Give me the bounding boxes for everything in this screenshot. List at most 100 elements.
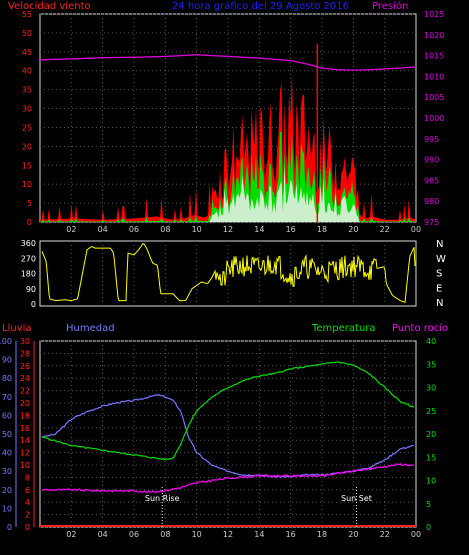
humidity-label: Humedad <box>66 323 115 334</box>
p1-x-tick: 18 <box>317 225 327 234</box>
p3-x-tick: 06 <box>129 530 139 539</box>
temperature-y-tick: 5 <box>426 500 431 509</box>
wind-y-tick: 15 <box>22 161 32 170</box>
wind-direction-line <box>41 242 416 304</box>
p3-x-tick: 08 <box>160 530 170 539</box>
rain-y-tick: 2 <box>25 511 30 520</box>
pressure-y-tick: 1025 <box>424 10 444 19</box>
pressure-y-tick: 985 <box>424 176 439 185</box>
temperature-y-tick: 20 <box>426 430 436 439</box>
humidity-y-tick: 50 <box>2 430 12 439</box>
pressure-y-tick: 1020 <box>424 31 444 40</box>
temperature-y-tick: 25 <box>426 407 436 416</box>
humidity-y-tick: 40 <box>2 449 12 458</box>
temperature-y-tick: 40 <box>426 337 436 346</box>
pressure-y-tick: 990 <box>424 156 439 165</box>
wind-y-tick: 55 <box>22 10 32 19</box>
rain-label: Lluvia <box>2 323 32 334</box>
direction-y-tick: 0 <box>31 300 36 309</box>
wind-y-tick: 30 <box>22 105 32 114</box>
rain-y-tick: 18 <box>20 411 30 420</box>
rain-y-tick: 12 <box>20 449 30 458</box>
compass-label: N <box>436 239 443 250</box>
dewpoint-label: Punto rocío <box>392 322 448 334</box>
humidity-y-tick: 30 <box>2 467 12 476</box>
direction-y-tick: 360 <box>21 239 36 248</box>
pressure-y-tick: 1005 <box>424 93 444 102</box>
direction-y-tick: 90 <box>26 285 36 294</box>
pressure-y-tick: 1000 <box>424 114 444 123</box>
rain-y-tick: 14 <box>20 436 30 445</box>
compass-label: N <box>436 298 443 309</box>
humidity-y-tick: 20 <box>2 486 12 495</box>
compass-label: E <box>436 283 442 294</box>
rain-y-tick: 16 <box>20 424 30 433</box>
rain-y-tick: 20 <box>20 399 30 408</box>
temperature-y-tick: 30 <box>426 384 436 393</box>
p3-x-tick: 10 <box>192 530 202 539</box>
p1-x-tick: 22 <box>380 225 390 234</box>
p3-x-tick: 16 <box>286 530 296 539</box>
sun-annotation: Sun Set <box>341 494 372 503</box>
rain-y-tick: 24 <box>20 374 30 383</box>
wind-pressure-panel: 02 04 06 08 10 12 14 16 18 20 22 000510152025303540… <box>22 10 445 234</box>
temperature-y-tick: 15 <box>426 453 436 462</box>
rain-y-tick: 4 <box>25 498 30 507</box>
wind-y-tick: 20 <box>22 142 32 151</box>
rain-y-tick: 28 <box>20 349 30 358</box>
p3-x-tick: 20 <box>348 530 358 539</box>
rain-y-tick: 22 <box>20 387 30 396</box>
humidity-y-tick: 70 <box>2 393 12 402</box>
humidity-y-tick: 100 <box>0 337 12 346</box>
temperature-line <box>41 361 415 461</box>
p3-x-tick: 12 <box>223 530 233 539</box>
p1-x-tick: 12 <box>223 225 233 234</box>
pressure-line <box>39 54 417 71</box>
compass-label: S <box>436 269 442 280</box>
chart-title: 24 hora gráfico del 29 Agosto 2016 <box>172 0 349 12</box>
p1-x-tick: 04 <box>98 225 108 234</box>
wind-y-tick: 0 <box>27 218 32 227</box>
wind-average-area <box>40 164 416 222</box>
temperature-label: Temperatura <box>311 323 376 334</box>
pressure-y-tick: 980 <box>424 197 439 206</box>
p1-x-tick: 08 <box>160 225 170 234</box>
wind-y-tick: 25 <box>22 123 32 132</box>
rain-y-tick: 10 <box>20 461 30 470</box>
temperature-y-tick: 10 <box>426 477 436 486</box>
rain-y-tick: 6 <box>25 486 30 495</box>
p1-x-tick: 02 <box>66 225 76 234</box>
p3-x-tick: 00 <box>411 530 421 539</box>
temperature-y-tick: 35 <box>426 360 436 369</box>
p1-x-tick: 06 <box>129 225 139 234</box>
rain-y-tick: 26 <box>20 362 30 371</box>
pressure-label: Presión <box>372 0 408 12</box>
p3-x-tick: 14 <box>254 530 264 539</box>
wind-y-tick: 5 <box>27 199 32 208</box>
p3-x-tick: 04 <box>98 530 108 539</box>
temperature-y-tick: 0 <box>426 523 431 532</box>
wind-y-tick: 35 <box>22 86 32 95</box>
p1-x-tick: 00 <box>411 225 421 234</box>
p1-x-tick: 14 <box>254 225 264 234</box>
wind-y-tick: 50 <box>22 29 32 38</box>
wind-gust-area <box>40 74 416 223</box>
sun-annotation: Sun Rise <box>145 494 180 503</box>
pressure-y-tick: 1015 <box>424 52 444 61</box>
p3-x-tick: 02 <box>66 530 76 539</box>
humidity-y-tick: 60 <box>2 411 12 420</box>
p1-x-tick: 10 <box>192 225 202 234</box>
pressure-y-tick: 975 <box>424 218 439 227</box>
direction-y-tick: 180 <box>21 270 36 279</box>
compass-label: W <box>436 254 446 265</box>
rain-y-tick: 30 <box>20 337 30 346</box>
wind-y-tick: 40 <box>22 67 32 76</box>
rain-y-tick: 0 <box>25 523 30 532</box>
p3-x-tick: 22 <box>380 530 390 539</box>
pressure-y-tick: 1010 <box>424 72 444 81</box>
humidity-y-tick: 10 <box>2 504 12 513</box>
p3-x-tick: 18 <box>317 530 327 539</box>
pressure-y-tick: 995 <box>424 135 439 144</box>
